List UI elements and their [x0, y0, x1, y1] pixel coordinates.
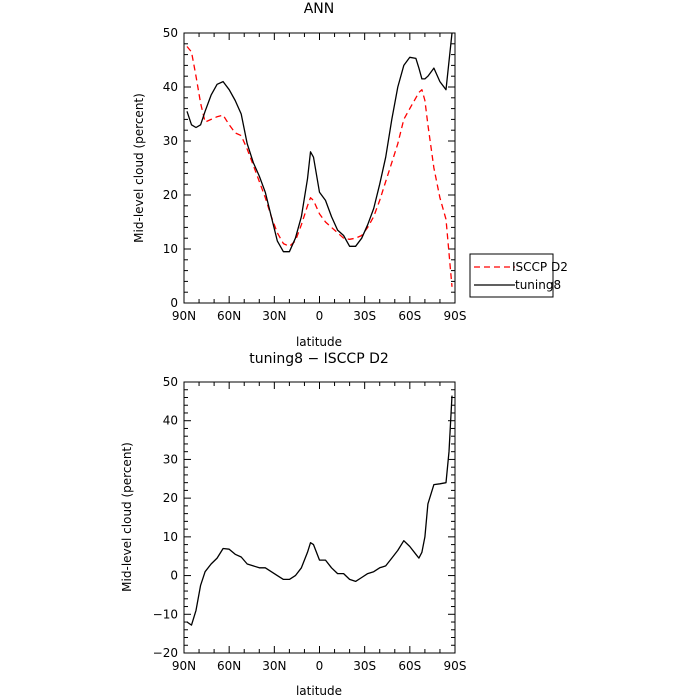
legend: ISCCP D2 tuning8	[469, 253, 568, 298]
bottom-y-tick-label: 20	[163, 491, 178, 505]
bottom-y-tick-label: −20	[153, 646, 178, 660]
top-x-tick-label: 30N	[262, 309, 286, 323]
bottom-y-tick-label: 0	[170, 569, 178, 583]
bottom-y-tick-label: 40	[163, 414, 178, 428]
top-x-tick-label: 0	[316, 309, 324, 323]
legend-box	[469, 253, 554, 298]
legend-label-isccp: ISCCP D2	[512, 260, 568, 274]
top-series-line-isccp-d2	[186, 46, 453, 287]
top-y-tick-label: 20	[163, 188, 178, 202]
bottom-x-tick-label: 60S	[398, 659, 421, 673]
top-y-tick-label: 10	[163, 242, 178, 256]
bottom-x-tick-label: 30N	[262, 659, 286, 673]
bottom-y-tick-label: 10	[163, 530, 178, 544]
legend-label-tuning8: tuning8	[515, 278, 561, 292]
top-x-tick-label: 90N	[172, 309, 196, 323]
bottom-y-tick-label: −10	[153, 607, 178, 621]
bottom-y-axis-label: Mid-level cloud (percent)	[120, 442, 134, 592]
bottom-series-line-difference	[186, 395, 453, 626]
bottom-axis-ticks: 90N 60N 30N 0 30S 60S 90S −20 −10 0 10 20 30 40 50	[153, 375, 467, 673]
top-y-tick-label: 0	[170, 296, 178, 310]
bottom-x-tick-label: 60N	[217, 659, 241, 673]
bottom-x-tick-label: 0	[316, 659, 324, 673]
top-x-axis-label: latitude	[296, 335, 342, 349]
bottom-y-tick-label: 50	[163, 375, 178, 389]
top-series-line-tuning8	[186, 32, 453, 253]
top-plot-frame	[183, 32, 456, 304]
top-series-lines	[186, 32, 453, 287]
top-y-axis-label: Mid-level cloud (percent)	[132, 93, 146, 243]
top-x-tick-label: 60S	[398, 309, 421, 323]
bottom-x-tick-label: 90S	[444, 659, 467, 673]
top-x-tick-label: 30S	[353, 309, 376, 323]
top-y-tick-label: 30	[163, 134, 178, 148]
top-y-tick-label: 40	[163, 80, 178, 94]
top-x-tick-label: 90S	[444, 309, 467, 323]
top-y-tick-label: 50	[163, 26, 178, 40]
bottom-plot-frame	[183, 381, 456, 654]
top-chart: ANN 90N 60N 30N 0 30S 60S 90S 0 10 20 30 40 50 latit…	[132, 1, 568, 349]
bottom-y-tick-label: 30	[163, 452, 178, 466]
top-axis-ticks: 90N 60N 30N 0 30S 60S 90S 0 10 20 30 40 50	[163, 26, 467, 323]
bottom-series-lines	[186, 395, 453, 626]
bottom-chart-title: tuning8 − ISCCP D2	[249, 351, 389, 367]
top-x-tick-label: 60N	[217, 309, 241, 323]
bottom-chart: tuning8 − ISCCP D2 90N 60N 30N 0 30S 60S 90S −2…	[120, 351, 466, 698]
bottom-x-tick-label: 90N	[172, 659, 196, 673]
bottom-x-axis-label: latitude	[296, 684, 342, 698]
top-chart-title: ANN	[304, 1, 335, 17]
bottom-x-tick-label: 30S	[353, 659, 376, 673]
